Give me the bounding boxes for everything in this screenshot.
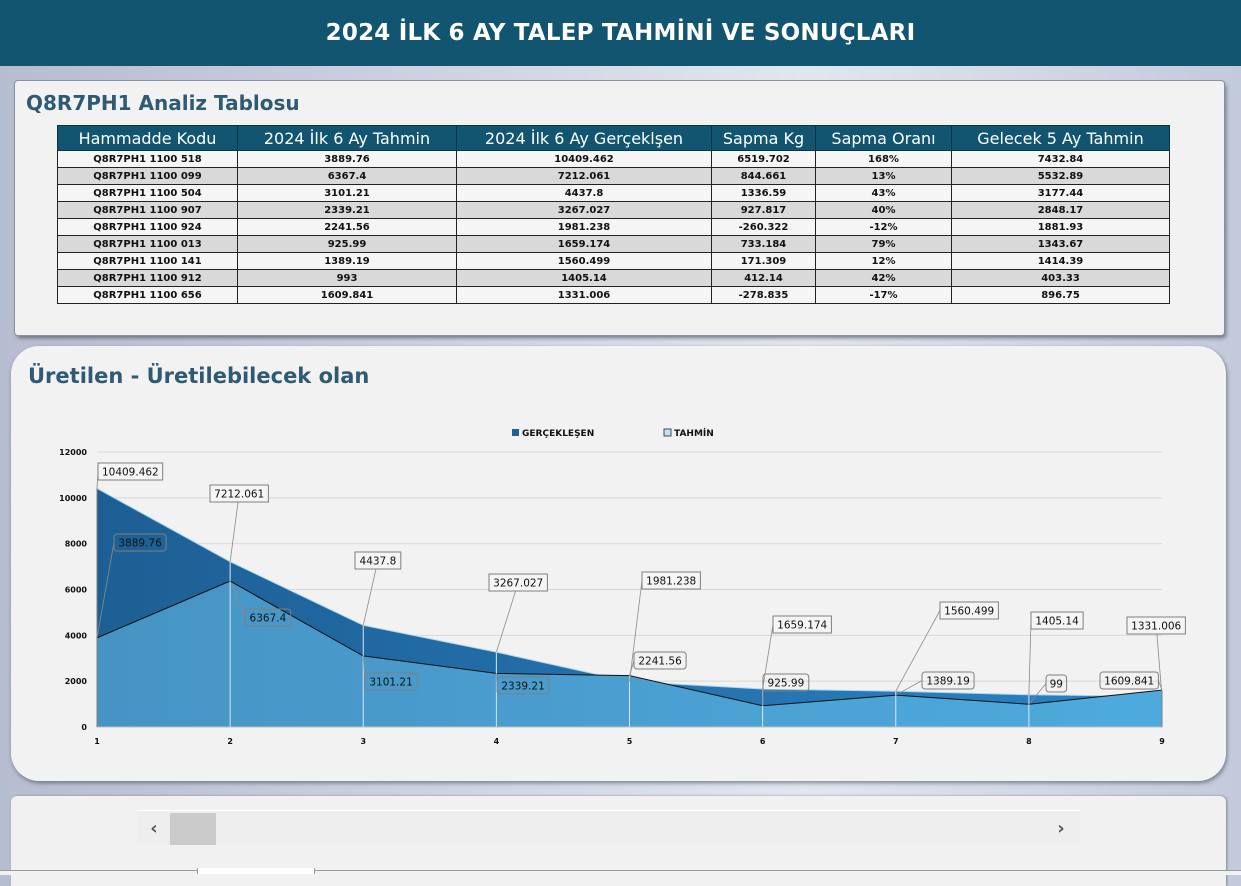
x-tick-label: 6 [760,737,766,746]
y-tick-label: 0 [81,723,87,732]
sheet-tab-active[interactable] [197,868,315,874]
data-label-gerceklesen-text: 1659.174 [777,620,827,632]
x-tick-label: 1 [94,737,100,746]
scroll-right-icon[interactable]: › [1046,811,1076,845]
legend-label-gerceklesen: GERÇEKLEŞEN [522,429,594,439]
label-leader-line [496,583,518,653]
data-label-gerceklesen-text: 10409.462 [102,467,159,479]
y-tick-label: 8000 [65,540,88,549]
x-tick-label: 7 [893,737,899,746]
scrollbar-thumb[interactable] [170,813,216,845]
data-label-gerceklesen-text: 4437.8 [360,556,397,568]
x-tick-label: 8 [1026,737,1032,746]
x-tick-label: 9 [1159,737,1165,746]
y-tick-label: 4000 [65,631,88,640]
data-label-gerceklesen-text: 1981.238 [646,576,696,588]
x-tick-label: 3 [360,737,366,746]
x-tick-label: 5 [627,737,633,746]
data-label-tahmin-text: 99 [1050,679,1063,691]
data-label-tahmin-text: 2339.21 [501,681,544,693]
data-label-gerceklesen-text: 7212.061 [214,489,264,501]
label-leader-line [230,494,239,562]
y-tick-label: 10000 [59,494,87,503]
legend-swatch-gerceklesen [512,429,519,436]
horizontal-scrollbar[interactable]: ‹ › [137,810,1080,845]
data-label-tahmin-text: 925.99 [768,678,805,690]
data-label-tahmin-text: 2241.56 [638,656,682,668]
x-tick-label: 4 [494,737,500,746]
data-label-gerceklesen-text: 1560.499 [944,606,994,618]
y-tick-label: 12000 [59,448,87,457]
sheet-tab-strip [0,870,1241,875]
data-label-gerceklesen-text: 1405.14 [1035,616,1079,628]
label-leader-line [363,561,378,626]
label-leader-line [1156,626,1162,697]
label-leader-line [1029,621,1031,695]
data-label-tahmin-text: 1389.19 [926,676,969,688]
data-label-tahmin-text: 3101.21 [369,677,412,689]
scroll-left-icon[interactable]: ‹ [139,811,169,845]
legend-label-tahmin: TAHMİN [674,428,714,439]
legend-swatch-tahmin [664,429,671,436]
y-tick-label: 6000 [65,586,88,595]
data-label-tahmin-text: 6367.4 [250,613,287,625]
x-tick-label: 2 [227,737,233,746]
data-label-tahmin-text: 1609.841 [1104,676,1154,688]
data-label-gerceklesen-text: 3267.027 [493,578,543,590]
data-label-tahmin-text: 3889.76 [118,538,162,550]
y-tick-label: 2000 [65,677,88,686]
data-label-gerceklesen-text: 1331.006 [1131,621,1181,633]
